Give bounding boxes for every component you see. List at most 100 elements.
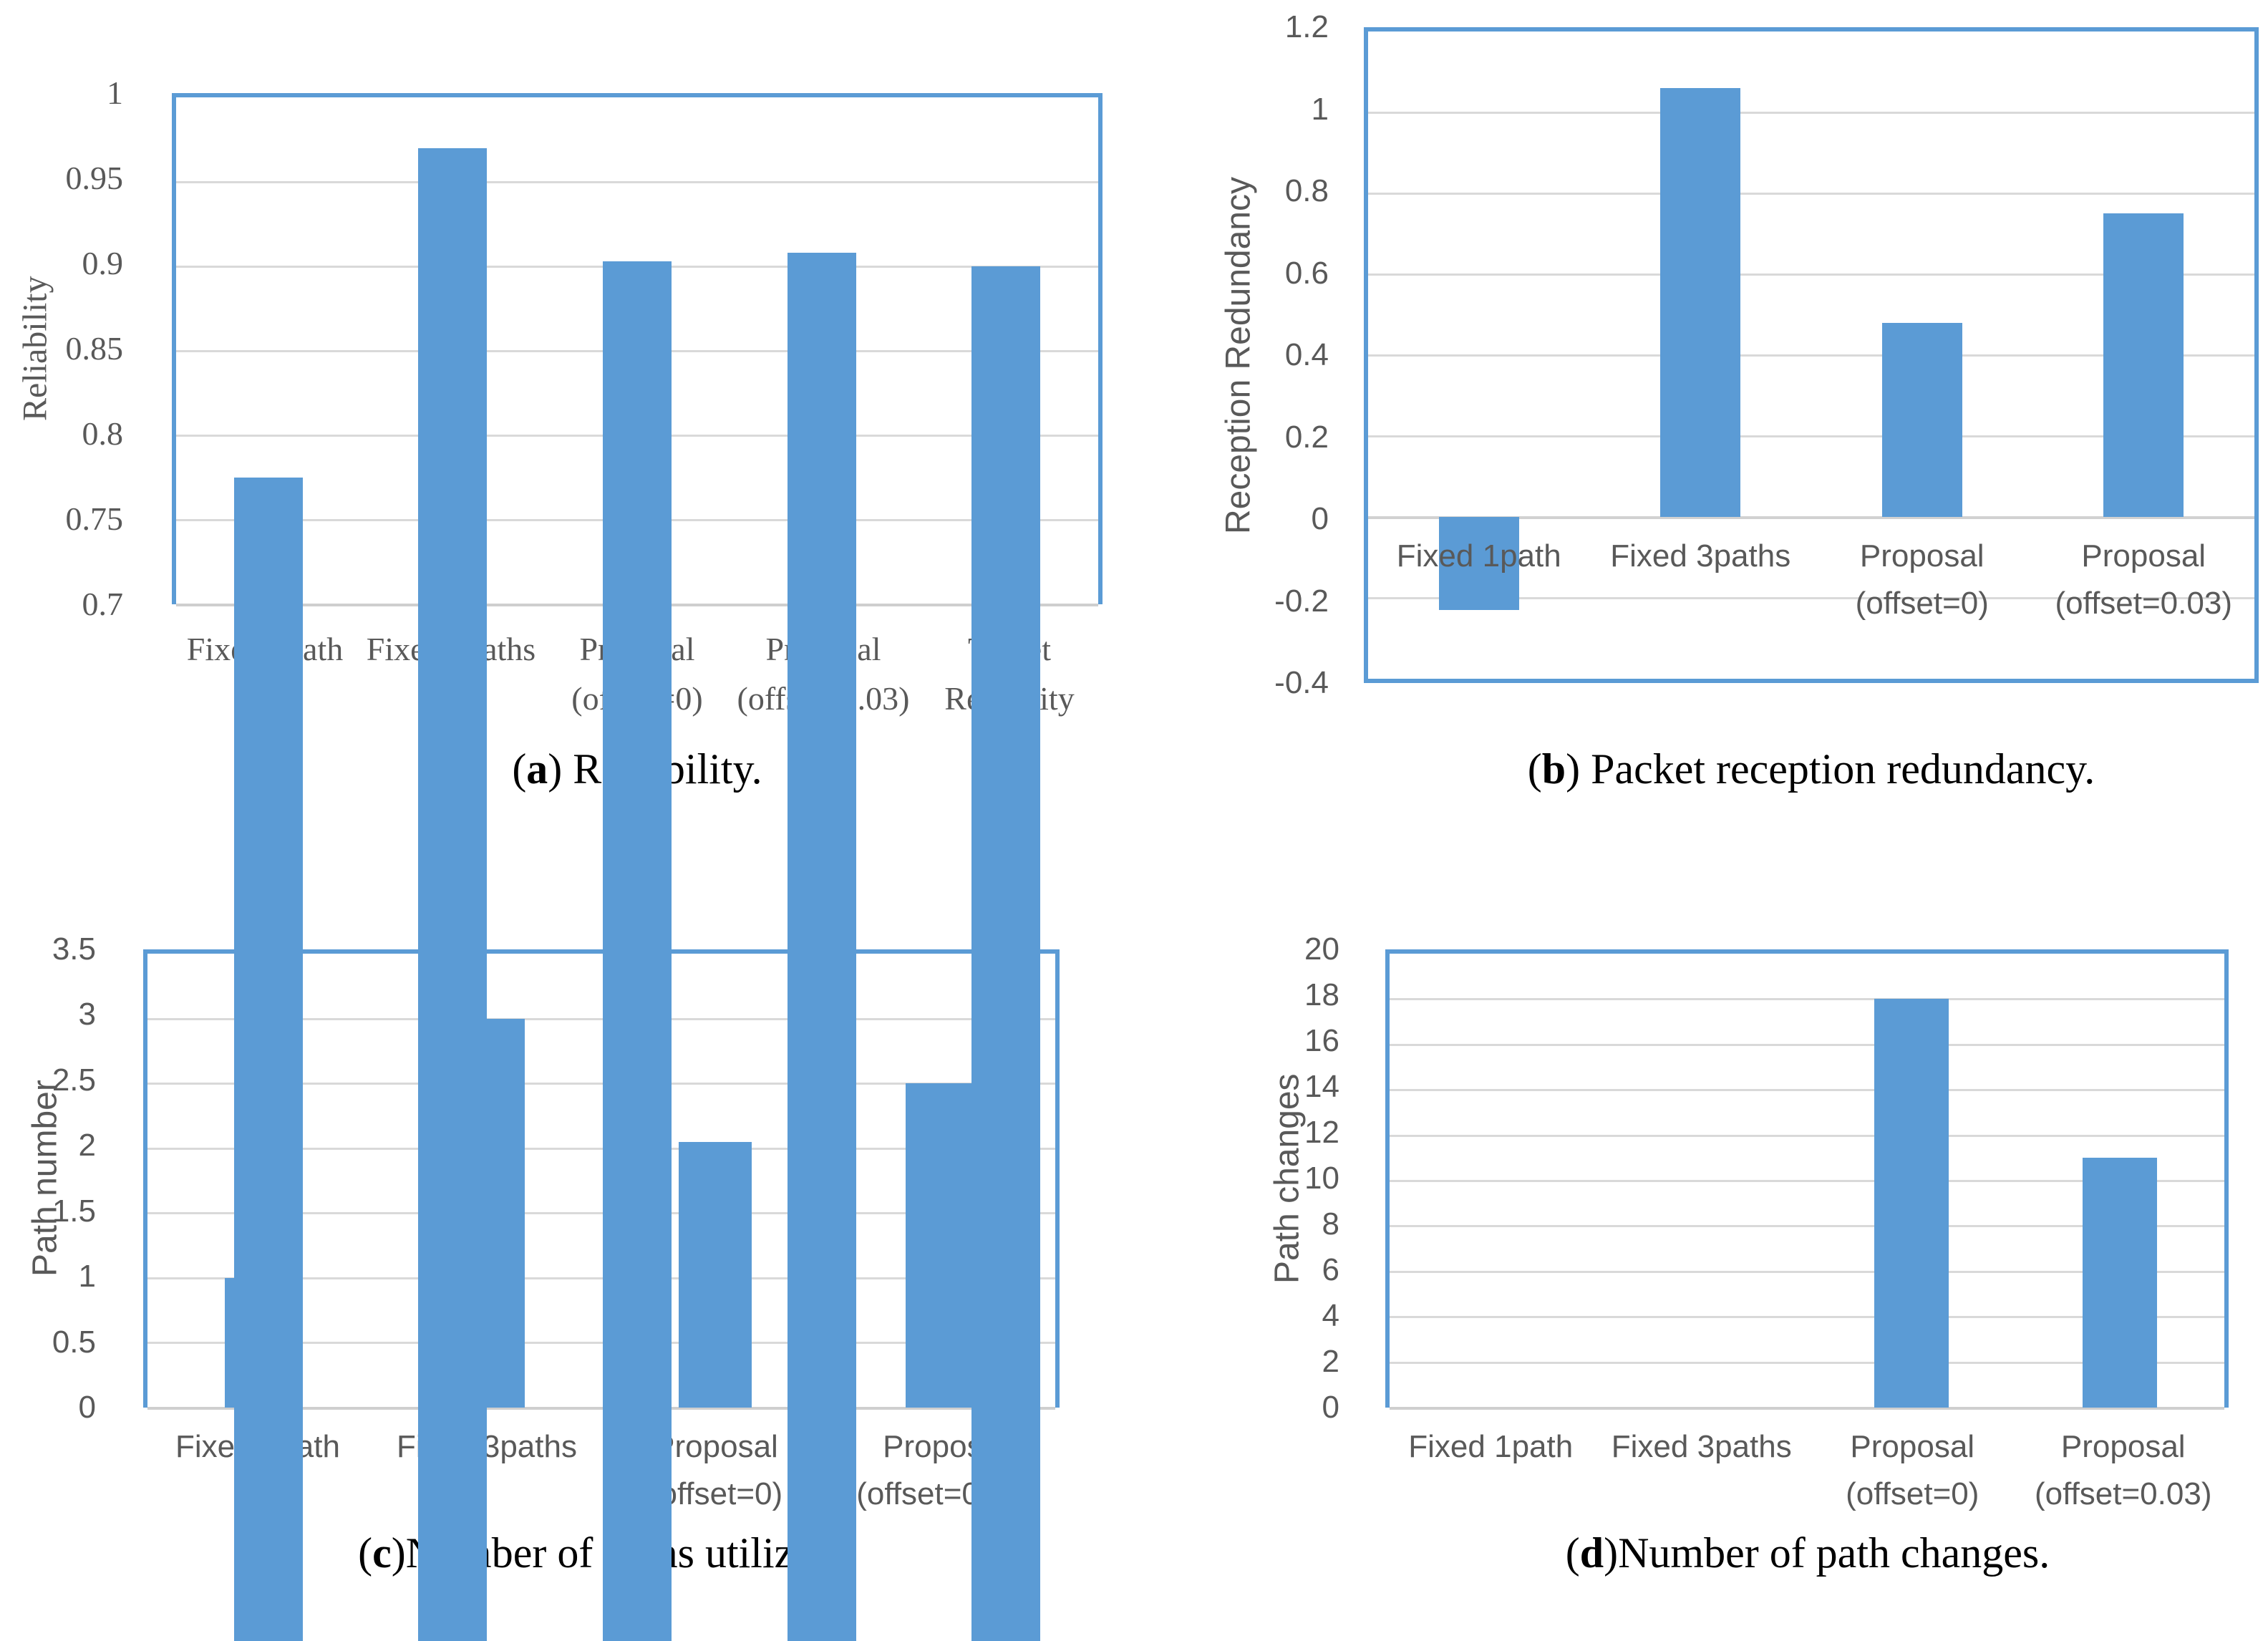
caption-letter: a <box>526 745 548 793</box>
gridline <box>147 1147 1055 1150</box>
gridline <box>147 1083 1055 1085</box>
caption-letter: c <box>372 1529 392 1577</box>
y-axis-tick-labels: 3.5 3 2.5 2 1.5 1 0.5 0 <box>52 931 96 1425</box>
category-label: Fixed 1path <box>186 631 344 667</box>
gridline <box>176 350 1098 352</box>
y-axis-tick-labels: 1.2 1 0.8 0.6 0.4 0.2 0 -0.2 -0.4 <box>1274 9 1329 700</box>
bar <box>905 1083 979 1408</box>
gridline <box>1368 274 2254 276</box>
bars <box>176 97 1098 1641</box>
caption-text: Reliability. <box>562 745 762 793</box>
gridline <box>1390 1180 2224 1182</box>
caption-paren-open: ( <box>1565 1529 1580 1577</box>
plot-area: Fixed 1path Fixed 3paths Proposal (offset=… <box>1364 27 2259 683</box>
gridline <box>1390 1361 2224 1364</box>
gridline <box>1368 435 2254 437</box>
category-label: Fixed 3paths <box>397 1429 577 1464</box>
category-label: Fixed 3paths <box>1610 538 1791 573</box>
bar <box>233 478 303 1641</box>
bar <box>418 147 488 1641</box>
gridline <box>176 604 1098 606</box>
gridline <box>1368 112 2254 114</box>
bar <box>224 1277 298 1408</box>
category-label: Proposal (offset=0) <box>649 1429 783 1511</box>
gridlines <box>147 954 1055 1410</box>
bar <box>451 1018 525 1408</box>
gridline <box>1390 1225 2224 1228</box>
caption-letter: d <box>1579 1529 1604 1577</box>
caption-paren-close: ) <box>1604 1529 1619 1577</box>
category-label: Fixed 1path <box>175 1429 340 1464</box>
gridline <box>147 1277 1055 1279</box>
bar <box>1874 999 1949 1408</box>
gridline <box>176 266 1098 268</box>
category-label: Fixed 1path <box>1408 1429 1574 1464</box>
y-axis-title: Path changes <box>1268 1073 1307 1284</box>
gridline <box>1390 998 2224 1001</box>
category-label: Proposal (offset=0.03) <box>737 631 910 717</box>
plot-area <box>172 93 1102 1641</box>
gridline <box>1390 1089 2224 1092</box>
y-axis-title: Path number <box>26 1080 64 1277</box>
gridline <box>1368 354 2254 357</box>
category-labels: Fixed 1path Fixed 3paths Proposal (offset=… <box>172 624 1102 746</box>
caption-paren-close: ) <box>1566 745 1581 793</box>
category-labels: Fixed 1path Fixed 3paths Proposal (offset=… <box>1385 1423 2229 1545</box>
y-axis-tick-labels: 20 18 16 14 12 10 8 6 4 2 0 <box>1304 931 1339 1425</box>
gridline <box>1390 1270 2224 1273</box>
gridline <box>176 519 1098 521</box>
gridline <box>147 1017 1055 1020</box>
gridlines <box>1368 32 2254 679</box>
gridline <box>1390 1316 2224 1319</box>
bar <box>2083 1158 2158 1408</box>
caption-paren-open: ( <box>358 1529 373 1577</box>
caption-text: Number of path changes. <box>1618 1529 2050 1577</box>
bars <box>1368 32 2254 679</box>
category-label: Fixed 3paths <box>366 631 536 667</box>
gridline <box>1368 193 2254 195</box>
gridline <box>147 1342 1055 1345</box>
caption-paren-close: ) <box>391 1529 406 1577</box>
gridline <box>1368 597 2254 599</box>
caption-paren-open: ( <box>512 745 527 793</box>
gridline <box>1390 1407 2224 1410</box>
category-label: Proposal (offset=0) <box>1846 1429 1979 1511</box>
gridline <box>176 435 1098 437</box>
plot-area <box>143 949 1060 1410</box>
category-label: Proposal (offset=0) <box>1855 538 1989 621</box>
bar <box>1881 322 1962 517</box>
y-axis-title: Reception Redundancy <box>1219 176 1258 534</box>
gridline <box>1390 1134 2224 1137</box>
y-axis-title: Reliability <box>16 276 54 422</box>
category-label: Proposal (offset=0.03) <box>2055 538 2232 621</box>
caption: (d)Number of path changes. <box>1260 1529 2268 1578</box>
bars <box>147 954 1055 1408</box>
bar <box>1660 88 1741 517</box>
bar <box>787 253 856 1641</box>
gridline <box>147 1407 1055 1410</box>
gridline <box>147 1212 1055 1215</box>
bar <box>1438 517 1519 610</box>
category-label: Fixed 3paths <box>1611 1429 1792 1464</box>
category-label: Proposal (offset=0) <box>571 631 703 717</box>
gridlines <box>176 97 1098 606</box>
caption-paren-close: ) <box>548 745 563 793</box>
caption-text: Packet reception redundancy. <box>1580 745 2095 793</box>
caption-text: Number of paths utilized. <box>405 1529 845 1577</box>
plot-area <box>1385 949 2229 1410</box>
bar <box>971 266 1041 1641</box>
bar <box>678 1141 752 1408</box>
category-label: Proposal (offset=0.03) <box>2035 1429 2212 1511</box>
caption: (a) Reliability. <box>97 745 1178 794</box>
bar <box>2103 213 2184 517</box>
category-label: Proposal (offset=0.03) <box>856 1429 1034 1511</box>
gridline <box>1368 516 2254 519</box>
caption: (b) Packet reception redundancy. <box>1292 745 2268 794</box>
bar <box>603 261 672 1641</box>
gridline <box>176 181 1098 183</box>
